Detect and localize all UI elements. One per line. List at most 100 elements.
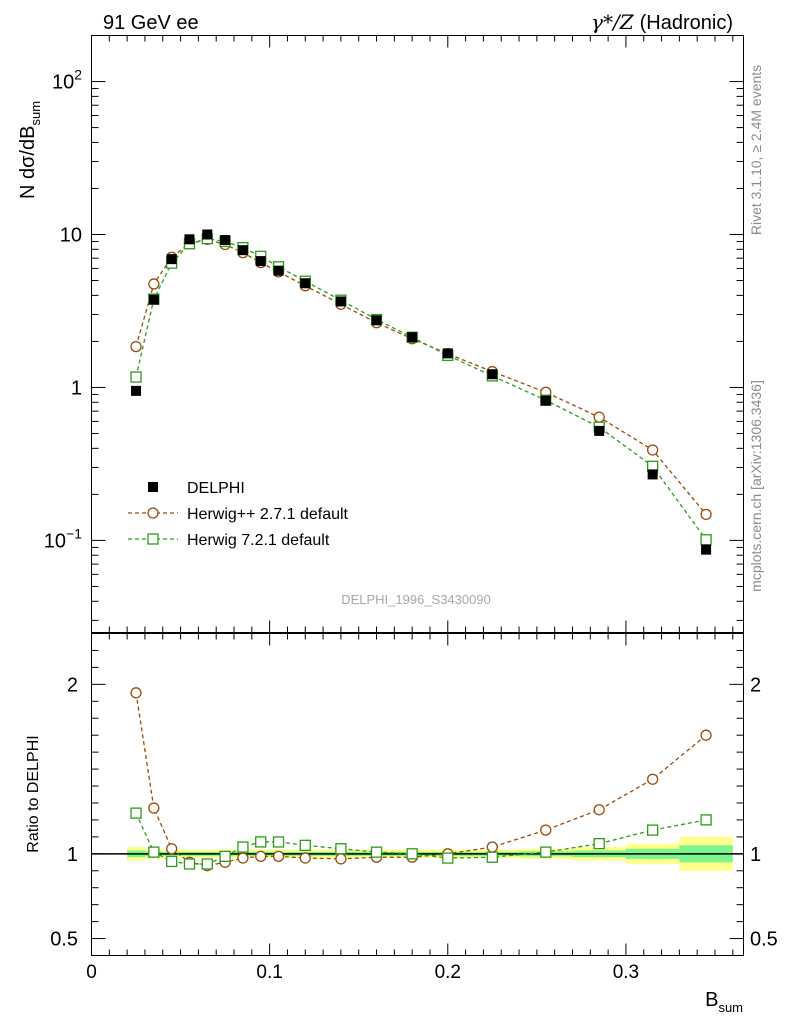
- data-point: [184, 234, 195, 245]
- ratio-ylabel: Ratio to DELPHI: [25, 735, 42, 852]
- data-point: [487, 369, 498, 380]
- series-line: [135, 692, 707, 867]
- data-point: [148, 294, 159, 305]
- herwigpp-point: [700, 508, 712, 521]
- y-tick-label-right: 2: [750, 674, 761, 696]
- legend-label: DELPHI: [187, 480, 245, 497]
- y-tick-label-right: 0.5: [750, 929, 778, 951]
- data-point: [166, 254, 177, 265]
- herwig7-point: [255, 836, 267, 848]
- data-point: [335, 296, 346, 307]
- herwig7-point: [406, 848, 418, 860]
- herwig7-point: [370, 846, 383, 858]
- herwigpp-point: [700, 729, 712, 741]
- herwigpp-point: [593, 804, 605, 816]
- herwigpp-point: [237, 852, 249, 864]
- y-tick-label: 102: [52, 67, 82, 94]
- herwigpp-point: [130, 340, 142, 353]
- x-tick-label: 0: [86, 962, 97, 983]
- herwigpp-point: [593, 411, 605, 423]
- legend-label: Herwig 7.2.1 default: [187, 532, 330, 549]
- herwigpp-point: [130, 687, 142, 699]
- header-right: γ*/Z (Hadronic): [591, 10, 733, 34]
- data-point: [220, 235, 231, 246]
- y-tick-label: 1: [71, 377, 82, 399]
- herwig7-point: [646, 824, 659, 836]
- y-tick-label: 0.5: [50, 929, 78, 951]
- herwig7-point: [219, 850, 231, 863]
- y-tick-label: 2: [67, 674, 78, 696]
- herwigpp-point: [299, 852, 311, 864]
- herwigpp-point: [148, 802, 160, 814]
- header-right-symbol: γ*/Z: [591, 10, 635, 34]
- ratio-axes: 0 0.1 0.2 0.3 0.5 0.5 1 1 2 2: [50, 633, 778, 983]
- herwigpp-point: [148, 278, 160, 290]
- herwigpp-point: [166, 843, 178, 855]
- x-tick-label: 0.1: [256, 962, 282, 983]
- herwig7-point: [486, 851, 498, 863]
- herwig7-point: [593, 837, 605, 850]
- herwig7-point: [201, 858, 213, 870]
- data-point: [273, 265, 284, 276]
- data-point: [701, 544, 712, 555]
- header-right-text: (Hadronic): [640, 12, 733, 34]
- legend: DELPHI Herwig++ 2.7.1 default Herwig 7.2.1…: [128, 480, 349, 549]
- herwig7-point: [335, 843, 347, 855]
- herwig7-point: [130, 807, 142, 819]
- xlabel-sub: sum: [718, 1000, 743, 1015]
- data-point: [237, 245, 248, 256]
- x-tick-label: 0.2: [435, 962, 461, 983]
- herwigpp-point: [646, 773, 659, 785]
- herwig7-point: [130, 371, 142, 383]
- main-frame: [91, 35, 744, 633]
- data-point: [540, 395, 551, 406]
- xlabel: Bsum: [705, 989, 743, 1015]
- rivet-label: Rivet 3.1.10, ≥ 2.4M events: [748, 65, 764, 235]
- herwig7-point: [147, 533, 159, 545]
- y-tick-label: 10−1: [44, 525, 82, 552]
- main-ylabel-text: N dσ/dB: [17, 126, 39, 200]
- y-tick-label-right: 1: [750, 844, 761, 866]
- herwig7-point: [237, 841, 249, 853]
- herwig7-point: [700, 814, 712, 826]
- data-point: [442, 348, 453, 359]
- data-point: [647, 469, 658, 480]
- main-ylabel: N dσ/dBsum: [17, 101, 43, 199]
- herwigpp-point: [272, 850, 285, 863]
- herwigpp-point: [646, 444, 659, 456]
- main-axes: 102 10 1 10−1: [44, 35, 744, 633]
- data-point: [300, 278, 311, 289]
- data-point: [255, 256, 266, 267]
- herwig7-point: [272, 836, 285, 848]
- mcplots-label: mcplots.cern.ch [arXiv:1306.3436]: [748, 380, 764, 592]
- data-point: [131, 385, 142, 396]
- herwig7-point: [166, 855, 178, 868]
- data-point: [148, 482, 158, 492]
- watermark: DELPHI_1996_S3430090: [341, 592, 491, 607]
- herwigpp-point: [255, 850, 267, 863]
- herwig7-point: [299, 839, 311, 851]
- main-ylabel-sub: sum: [28, 101, 43, 126]
- series-line: [135, 238, 707, 515]
- herwig7-point: [540, 846, 552, 858]
- herwigpp-point: [486, 841, 498, 853]
- data-point: [202, 229, 213, 240]
- data-point: [371, 315, 382, 326]
- legend-label: Herwig++ 2.7.1 default: [187, 506, 349, 523]
- main-panel: 102 10 1 10−1 N dσ/dBsum DELPHI_1996_S34300…: [17, 35, 744, 633]
- herwig7-point: [442, 852, 454, 864]
- herwigpp-point: [335, 853, 347, 865]
- herwigpp-point: [540, 824, 552, 836]
- ratio-panel: 0 0.1 0.2 0.3 0.5 0.5 1 1 2 2 Ratio to DELPHI Bsu…: [25, 633, 778, 1015]
- data-point: [407, 332, 418, 343]
- herwig7-point: [700, 534, 712, 546]
- header-left: 91 GeV ee: [103, 12, 199, 34]
- data-point: [594, 425, 605, 436]
- herwig7-point: [148, 846, 160, 858]
- x-tick-label: 0.3: [613, 962, 639, 983]
- herwig7-point: [183, 858, 196, 870]
- y-tick-label: 1: [67, 844, 78, 866]
- herwigpp-point: [147, 507, 159, 519]
- ratio-frame: [91, 633, 744, 956]
